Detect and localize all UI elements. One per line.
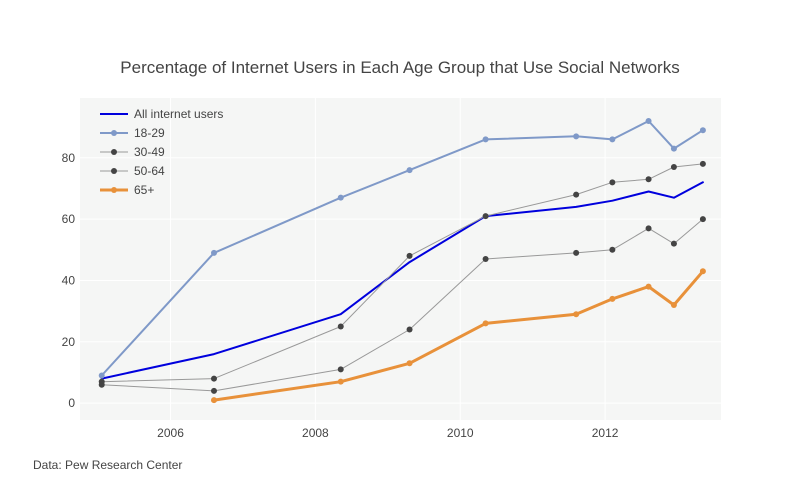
legend-marker	[111, 187, 117, 193]
legend-label: All internet users	[134, 107, 223, 121]
series-65-	[210, 268, 706, 404]
series-all-internet-users	[100, 181, 704, 380]
data-point	[406, 252, 413, 259]
data-point	[699, 160, 706, 167]
series-group	[98, 118, 706, 404]
data-point	[609, 136, 616, 143]
data-point	[609, 295, 616, 302]
grid	[80, 98, 721, 420]
data-point	[573, 133, 580, 140]
data-point	[210, 249, 217, 256]
data-point	[670, 240, 677, 247]
data-point	[609, 179, 616, 186]
legend-label: 50-64	[134, 164, 165, 178]
series-50-64	[98, 216, 706, 394]
data-point	[699, 268, 706, 275]
data-point	[573, 249, 580, 256]
data-point	[482, 256, 489, 262]
data-point	[482, 213, 489, 220]
data-point	[609, 246, 616, 253]
data-point	[337, 366, 344, 373]
legend-item: 50-64	[100, 164, 165, 178]
data-point	[645, 118, 652, 124]
x-tick-label: 2006	[157, 426, 184, 440]
legend: All internet users 18-29 30-49 50-64 65+	[100, 107, 223, 197]
legend-marker	[111, 168, 117, 174]
legend-item: All internet users	[100, 107, 223, 121]
data-point	[482, 136, 489, 143]
y-tick-label: 20	[62, 335, 76, 349]
data-point	[670, 302, 677, 308]
y-tick-label: 60	[62, 212, 76, 226]
data-point	[210, 397, 217, 404]
data-point	[98, 381, 105, 388]
data-point	[645, 176, 652, 183]
series-line	[100, 120, 704, 377]
data-point	[337, 194, 344, 201]
data-point	[210, 387, 217, 394]
data-point	[670, 164, 677, 170]
y-tick-label: 80	[62, 151, 76, 165]
legend-label: 18-29	[134, 126, 165, 140]
data-point	[98, 372, 105, 379]
legend-label: 30-49	[134, 145, 165, 159]
chart-title: Percentage of Internet Users in Each Age…	[120, 58, 679, 77]
legend-item: 65+	[100, 183, 154, 197]
x-tick-label: 2010	[447, 426, 474, 440]
data-point	[699, 127, 706, 134]
data-point	[645, 283, 652, 290]
data-point	[337, 323, 344, 330]
data-point	[670, 145, 677, 152]
y-tick-label: 40	[62, 273, 76, 287]
data-point	[699, 216, 706, 223]
data-point	[482, 320, 489, 327]
legend-marker	[111, 130, 117, 136]
data-point	[573, 311, 580, 318]
y-tick-label: 0	[68, 396, 75, 410]
x-tick-label: 2012	[592, 426, 619, 440]
source-note: Data: Pew Research Center	[33, 458, 182, 472]
legend-label: 65+	[134, 183, 154, 197]
data-point	[645, 225, 652, 232]
axes: 2006 2008 2010 2012 0 20 40 60 80	[62, 151, 619, 440]
series-line	[100, 181, 704, 380]
data-point	[210, 375, 217, 382]
legend-marker	[111, 149, 117, 155]
series-line	[101, 163, 704, 383]
series-18-29	[98, 118, 706, 379]
series-30-49	[98, 160, 706, 385]
data-point	[337, 378, 344, 385]
data-point	[406, 360, 413, 367]
data-point	[573, 191, 580, 198]
series-line	[101, 218, 704, 392]
data-point	[406, 167, 413, 174]
legend-item: 18-29	[100, 126, 165, 140]
plot-area	[80, 98, 721, 420]
x-tick-label: 2008	[302, 426, 329, 440]
legend-item: 30-49	[100, 145, 165, 159]
data-point	[406, 326, 413, 333]
